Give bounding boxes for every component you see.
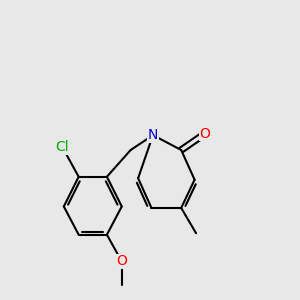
Text: Cl: Cl	[56, 140, 69, 154]
Text: O: O	[200, 127, 210, 141]
Text: N: N	[148, 128, 158, 142]
Text: O: O	[116, 254, 127, 268]
